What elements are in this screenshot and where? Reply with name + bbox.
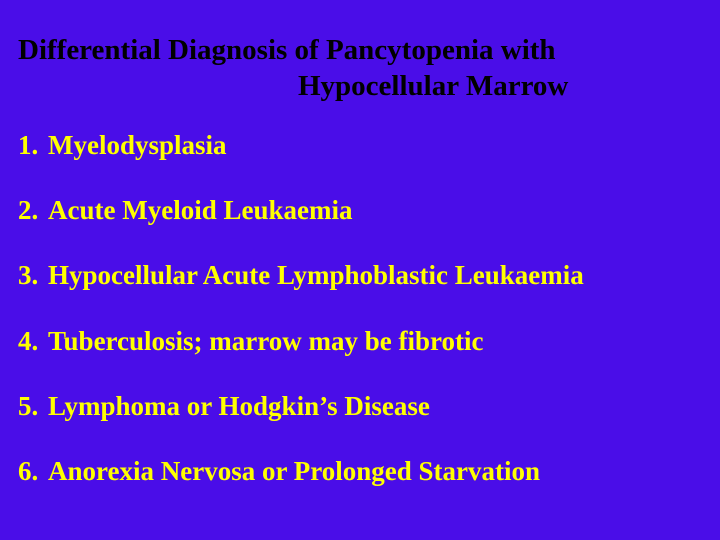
list-number: 3.	[18, 259, 48, 291]
list-text: Acute Myeloid Leukaemia	[48, 194, 702, 226]
list-number: 2.	[18, 194, 48, 226]
list-item: 1. Myelodysplasia	[18, 129, 702, 161]
list-item: 3. Hypocellular Acute Lymphoblastic Leuk…	[18, 259, 702, 291]
slide-container: Differential Diagnosis of Pancytopenia w…	[0, 0, 720, 488]
list-text: Anorexia Nervosa or Prolonged Starvation	[48, 455, 702, 487]
list-number: 4.	[18, 325, 48, 357]
title-line-2: Hypocellular Marrow	[18, 68, 702, 104]
diagnosis-list: 1. Myelodysplasia 2. Acute Myeloid Leuka…	[18, 129, 702, 488]
list-number: 5.	[18, 390, 48, 422]
list-number: 6.	[18, 455, 48, 487]
list-number: 1.	[18, 129, 48, 161]
list-item: 2. Acute Myeloid Leukaemia	[18, 194, 702, 226]
list-item: 5. Lymphoma or Hodgkin’s Disease	[18, 390, 702, 422]
list-item: 6. Anorexia Nervosa or Prolonged Starvat…	[18, 455, 702, 487]
list-text: Hypocellular Acute Lymphoblastic Leukaem…	[48, 259, 702, 291]
list-text: Myelodysplasia	[48, 129, 702, 161]
list-item: 4. Tuberculosis; marrow may be fibrotic	[18, 325, 702, 357]
title-line-1: Differential Diagnosis of Pancytopenia w…	[18, 32, 702, 68]
list-text: Tuberculosis; marrow may be fibrotic	[48, 325, 702, 357]
list-text: Lymphoma or Hodgkin’s Disease	[48, 390, 702, 422]
title-block: Differential Diagnosis of Pancytopenia w…	[18, 32, 702, 105]
